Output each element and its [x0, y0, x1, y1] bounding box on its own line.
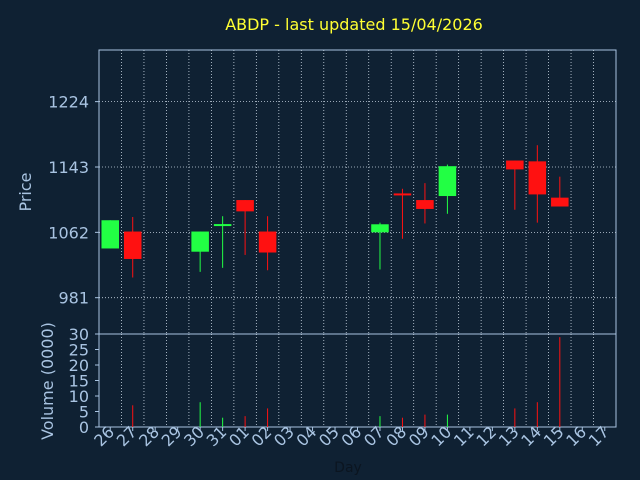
candle-body: [191, 231, 209, 252]
candle-body: [213, 224, 232, 227]
volume-tick-label: 10: [69, 387, 89, 406]
volume-tick-label: 15: [69, 372, 89, 391]
price-panel: 981 1062 1143 1224: [48, 49, 617, 335]
candle-body: [416, 200, 434, 209]
candle-body: [101, 220, 120, 249]
price-tick-label: 1062: [48, 223, 89, 242]
candle-body: [371, 224, 389, 233]
volume-plot-frame: [98, 333, 617, 428]
candle-body: [438, 166, 457, 197]
price-axis-label: Price: [16, 172, 35, 211]
volume-tick-label: 30: [69, 325, 89, 344]
candle-body: [551, 197, 569, 207]
volume-tick-label: 20: [69, 356, 89, 375]
candle-body: [393, 193, 412, 196]
x-tick-labels: 2627282930310102030405060708091011121314…: [90, 422, 612, 450]
candle-body: [236, 200, 254, 212]
volume-axis-label: Volume (0000): [38, 322, 57, 440]
candle-body: [506, 160, 524, 170]
volume-tick-label: 0: [79, 418, 89, 437]
price-tick-label: 981: [58, 289, 89, 308]
chart-title: ABDP - last updated 15/04/2026: [225, 15, 483, 34]
candle-body: [528, 161, 547, 195]
candle-body: [123, 231, 142, 259]
price-tick-label: 1224: [48, 93, 89, 112]
day-axis-label: Day: [334, 460, 362, 476]
candle-body: [258, 231, 277, 253]
price-tick-label: 1143: [48, 158, 89, 177]
volume-tick-label: 5: [79, 403, 89, 422]
volume-tick-label: 25: [69, 341, 89, 360]
